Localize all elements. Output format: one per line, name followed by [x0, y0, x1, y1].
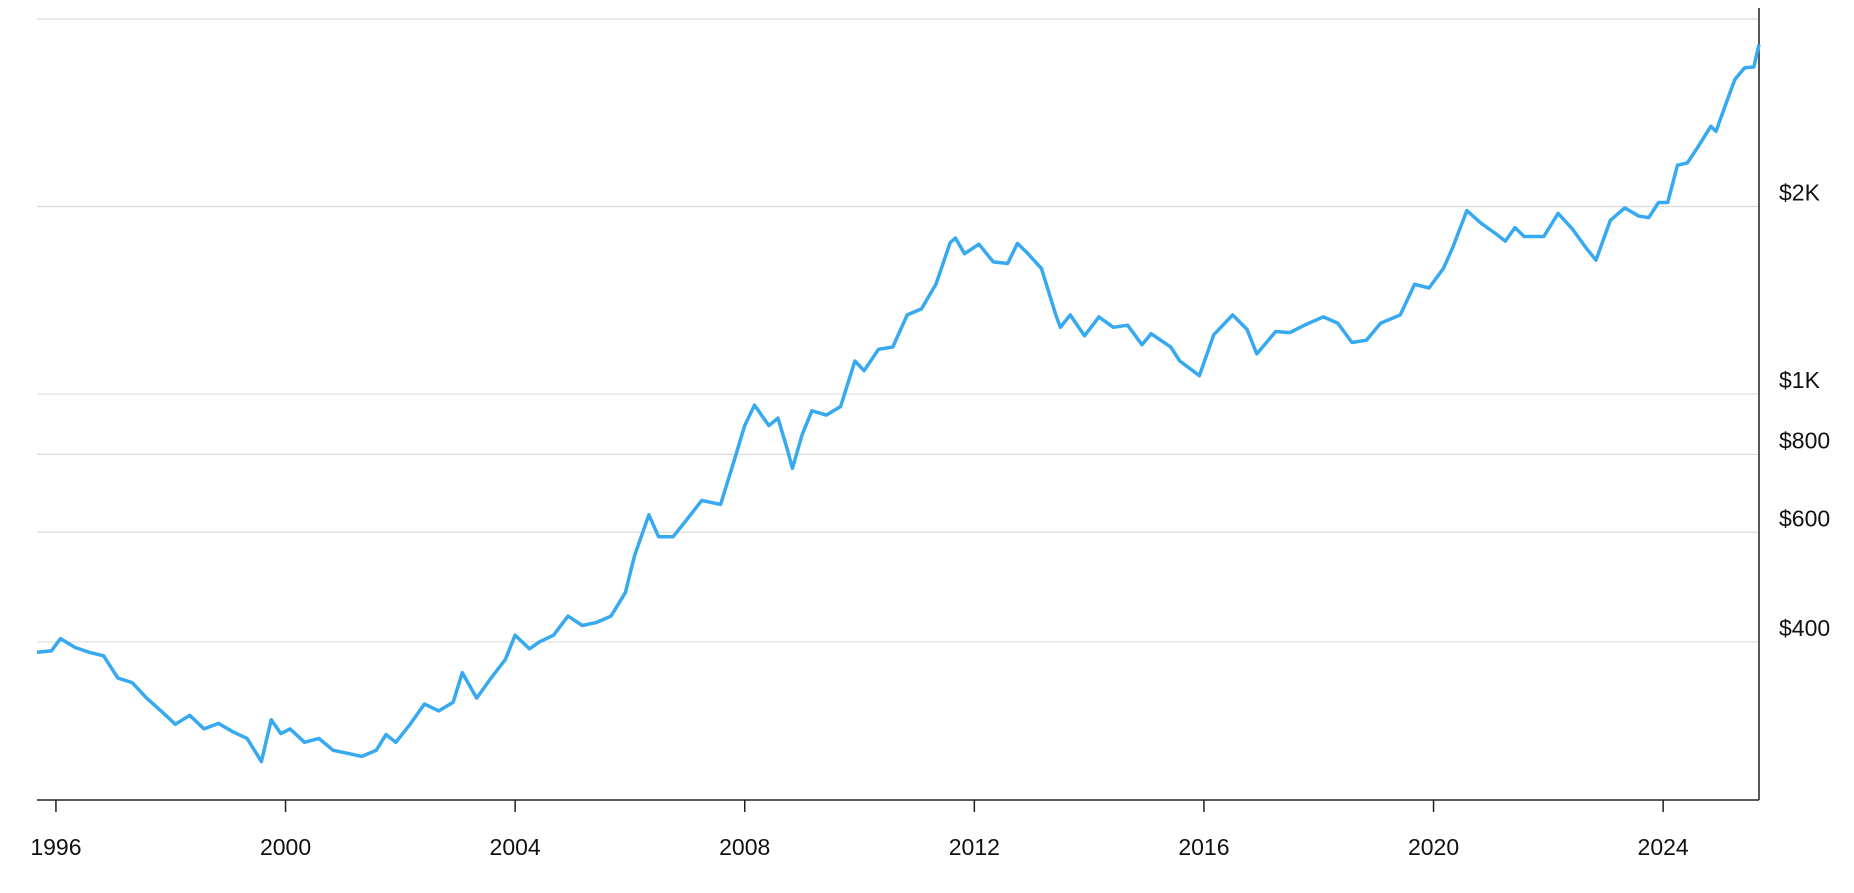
x-tick-label: 2016 [1178, 834, 1229, 860]
price-line [36, 44, 1761, 764]
y-tick-label: $1K [1779, 367, 1821, 393]
x-tick-label: 2024 [1638, 834, 1689, 860]
y-tick-label: $400 [1779, 615, 1830, 641]
x-tick-label: 1996 [30, 834, 81, 860]
y-tick-label: $2K [1779, 180, 1821, 206]
y-tick-label: $600 [1779, 505, 1830, 531]
x-tick-label: 2012 [949, 834, 1000, 860]
y-tick-label: $800 [1779, 427, 1830, 453]
x-tick-label: 2000 [260, 834, 311, 860]
x-tick-label: 2008 [719, 834, 770, 860]
x-tick-label: 2020 [1408, 834, 1459, 860]
x-tick-label: 2004 [490, 834, 541, 860]
